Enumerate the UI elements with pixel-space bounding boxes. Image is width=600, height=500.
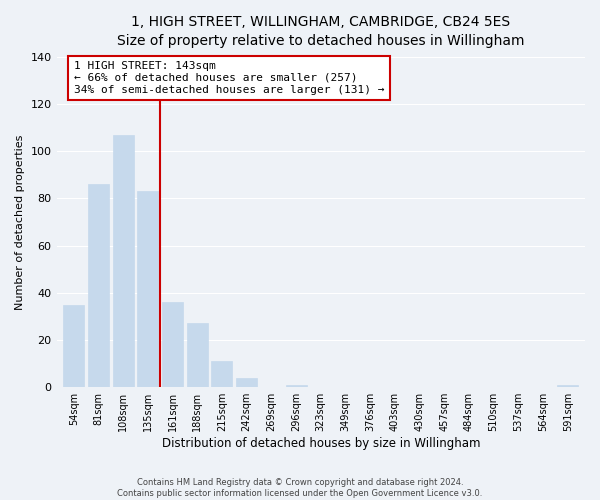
Bar [236, 378, 257, 387]
Bar [113, 134, 134, 387]
Bar [187, 324, 208, 387]
Bar [88, 184, 109, 387]
Text: Contains HM Land Registry data © Crown copyright and database right 2024.
Contai: Contains HM Land Registry data © Crown c… [118, 478, 482, 498]
Title: 1, HIGH STREET, WILLINGHAM, CAMBRIDGE, CB24 5ES
Size of property relative to det: 1, HIGH STREET, WILLINGHAM, CAMBRIDGE, C… [117, 15, 524, 48]
Bar [286, 385, 307, 387]
Bar [211, 361, 232, 387]
Bar [137, 191, 158, 387]
Bar [557, 385, 578, 387]
Bar [162, 302, 183, 387]
Y-axis label: Number of detached properties: Number of detached properties [15, 134, 25, 310]
Bar [64, 304, 85, 387]
X-axis label: Distribution of detached houses by size in Willingham: Distribution of detached houses by size … [161, 437, 480, 450]
Text: 1 HIGH STREET: 143sqm
← 66% of detached houses are smaller (257)
34% of semi-det: 1 HIGH STREET: 143sqm ← 66% of detached … [74, 62, 385, 94]
